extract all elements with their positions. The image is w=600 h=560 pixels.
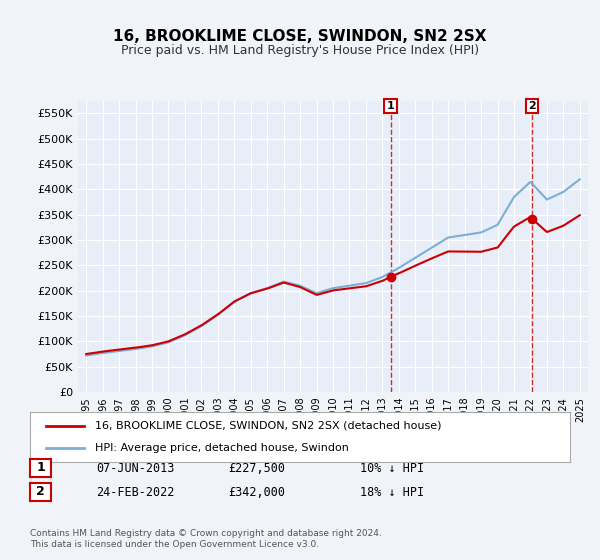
Text: 24-FEB-2022: 24-FEB-2022 — [96, 486, 175, 499]
Text: Contains HM Land Registry data © Crown copyright and database right 2024.
This d: Contains HM Land Registry data © Crown c… — [30, 529, 382, 549]
Text: 10% ↓ HPI: 10% ↓ HPI — [360, 461, 424, 475]
Text: Price paid vs. HM Land Registry's House Price Index (HPI): Price paid vs. HM Land Registry's House … — [121, 44, 479, 57]
Text: 18% ↓ HPI: 18% ↓ HPI — [360, 486, 424, 499]
Text: 2: 2 — [528, 101, 536, 111]
Text: 16, BROOKLIME CLOSE, SWINDON, SN2 2SX (detached house): 16, BROOKLIME CLOSE, SWINDON, SN2 2SX (d… — [95, 421, 442, 431]
Text: £227,500: £227,500 — [228, 461, 285, 475]
Text: 1: 1 — [387, 101, 394, 111]
Text: £342,000: £342,000 — [228, 486, 285, 499]
Text: 16, BROOKLIME CLOSE, SWINDON, SN2 2SX: 16, BROOKLIME CLOSE, SWINDON, SN2 2SX — [113, 29, 487, 44]
Text: 2: 2 — [36, 486, 45, 498]
Text: HPI: Average price, detached house, Swindon: HPI: Average price, detached house, Swin… — [95, 443, 349, 453]
Text: 1: 1 — [36, 461, 45, 474]
Text: 07-JUN-2013: 07-JUN-2013 — [96, 461, 175, 475]
